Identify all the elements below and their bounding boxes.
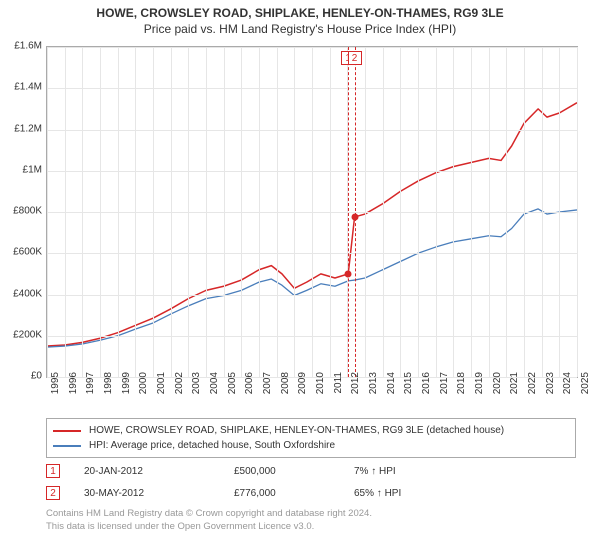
x-tick-label: 1995: [50, 372, 61, 412]
chart-title: HOWE, CROWSLEY ROAD, SHIPLAKE, HENLEY-ON…: [0, 6, 600, 22]
x-tick-label: 2017: [439, 372, 450, 412]
x-tick-label: 2012: [350, 372, 361, 412]
x-tick-label: 2004: [209, 372, 220, 412]
marker-dot: [351, 213, 358, 220]
legend-label: HOWE, CROWSLEY ROAD, SHIPLAKE, HENLEY-ON…: [89, 423, 504, 438]
x-tick-label: 2006: [244, 372, 255, 412]
y-tick-label: £1.6M: [2, 41, 42, 52]
marker-pct: 7% ↑ HPI: [354, 466, 454, 477]
x-tick-label: 2013: [368, 372, 379, 412]
x-tick-label: 2020: [492, 372, 503, 412]
chart-marker-badge: 2: [348, 51, 362, 65]
y-tick-label: £1.2M: [2, 123, 42, 134]
footer-attribution: Contains HM Land Registry data © Crown c…: [46, 508, 372, 534]
x-tick-label: 1999: [121, 372, 132, 412]
x-tick-label: 2005: [227, 372, 238, 412]
marker-pct: 65% ↑ HPI: [354, 488, 454, 499]
x-tick-label: 2021: [509, 372, 520, 412]
y-tick-label: £200K: [2, 329, 42, 340]
marker-badge: 1: [46, 464, 60, 478]
x-tick-label: 2019: [474, 372, 485, 412]
y-tick-label: £800K: [2, 206, 42, 217]
marker-badge: 2: [46, 486, 60, 500]
legend-label: HPI: Average price, detached house, Sout…: [89, 438, 335, 453]
x-tick-label: 2007: [262, 372, 273, 412]
x-tick-label: 1997: [85, 372, 96, 412]
legend-swatch: [53, 430, 81, 432]
x-tick-label: 2011: [333, 372, 344, 412]
chart-plot-area: 12: [46, 46, 578, 378]
x-tick-label: 2010: [315, 372, 326, 412]
x-tick-label: 2022: [527, 372, 538, 412]
marker-row: 1 20-JAN-2012 £500,000 7% ↑ HPI: [46, 460, 576, 482]
legend-item: HPI: Average price, detached house, Sout…: [53, 438, 569, 453]
x-tick-label: 2001: [156, 372, 167, 412]
legend-item: HOWE, CROWSLEY ROAD, SHIPLAKE, HENLEY-ON…: [53, 423, 569, 438]
marker-table: 1 20-JAN-2012 £500,000 7% ↑ HPI 2 30-MAY…: [46, 460, 576, 504]
legend: HOWE, CROWSLEY ROAD, SHIPLAKE, HENLEY-ON…: [46, 418, 576, 458]
x-tick-label: 2015: [403, 372, 414, 412]
x-tick-label: 2002: [174, 372, 185, 412]
x-tick-label: 2003: [191, 372, 202, 412]
x-tick-label: 1996: [68, 372, 79, 412]
marker-vertical-line: [348, 47, 349, 377]
footer-line: This data is licensed under the Open Gov…: [46, 521, 372, 534]
y-tick-label: £1M: [2, 164, 42, 175]
x-tick-label: 1998: [103, 372, 114, 412]
x-tick-label: 2025: [580, 372, 591, 412]
x-tick-label: 2000: [138, 372, 149, 412]
x-tick-label: 2009: [297, 372, 308, 412]
marker-vertical-line: [355, 47, 356, 377]
x-tick-label: 2024: [562, 372, 573, 412]
x-tick-label: 2016: [421, 372, 432, 412]
marker-price: £500,000: [234, 466, 354, 477]
legend-swatch: [53, 445, 81, 447]
y-tick-label: £1.4M: [2, 82, 42, 93]
chart-subtitle: Price paid vs. HM Land Registry's House …: [0, 22, 600, 38]
marker-dot: [345, 270, 352, 277]
x-tick-label: 2023: [545, 372, 556, 412]
x-tick-label: 2018: [456, 372, 467, 412]
footer-line: Contains HM Land Registry data © Crown c…: [46, 508, 372, 521]
y-tick-label: £400K: [2, 288, 42, 299]
marker-date: 30-MAY-2012: [84, 488, 234, 499]
y-tick-label: £600K: [2, 247, 42, 258]
y-tick-label: £0: [2, 371, 42, 382]
x-tick-label: 2008: [280, 372, 291, 412]
marker-row: 2 30-MAY-2012 £776,000 65% ↑ HPI: [46, 482, 576, 504]
marker-price: £776,000: [234, 488, 354, 499]
x-tick-label: 2014: [386, 372, 397, 412]
marker-date: 20-JAN-2012: [84, 466, 234, 477]
